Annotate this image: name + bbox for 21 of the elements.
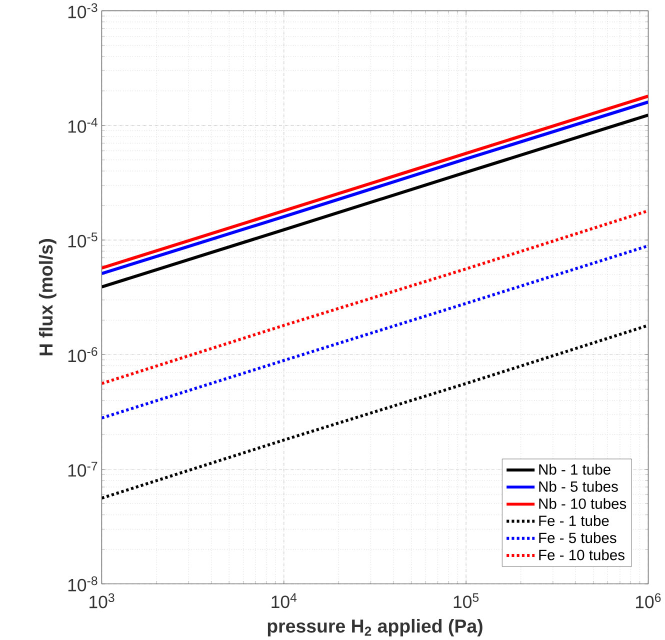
x-tick-label: 10$^{6}$ [636, 593, 661, 608]
x-axis-title: pressure H$_{2}$ applied (Pa) [268, 619, 482, 637]
line-series [102, 209, 648, 386]
legend-label: Fe - 1 tube [539, 515, 609, 526]
y-axis-title: H flux (mol/s) [38, 239, 56, 356]
line-series [102, 324, 648, 500]
legend-label: Fe - 5 tubes [539, 532, 616, 544]
x-tick-label: 10$^{4}$ [272, 593, 297, 608]
y-tick-label: 10$^{-8}$ [68, 576, 98, 592]
y-tick-label: 10$^{-6}$ [68, 347, 98, 362]
y-tick-label: 10$^{-3}$ [68, 3, 98, 18]
legend-label: Fe - 10 tubes [539, 550, 624, 560]
x-tick-label: 10$^{5}$ [454, 593, 479, 608]
legend-label: Nb - 1 tube [539, 464, 610, 475]
legend-label: Nb - 10 tubes [539, 498, 626, 510]
x-tick-label: 10$^{3}$ [90, 593, 114, 608]
line-series [102, 244, 648, 420]
legend-label: Nb - 5 tubes [539, 481, 618, 492]
y-tick-label: 10$^{-4}$ [68, 118, 98, 134]
y-tick-label: 10$^{-5}$ [68, 232, 98, 248]
y-tick-label: 10$^{-7}$ [68, 462, 98, 477]
